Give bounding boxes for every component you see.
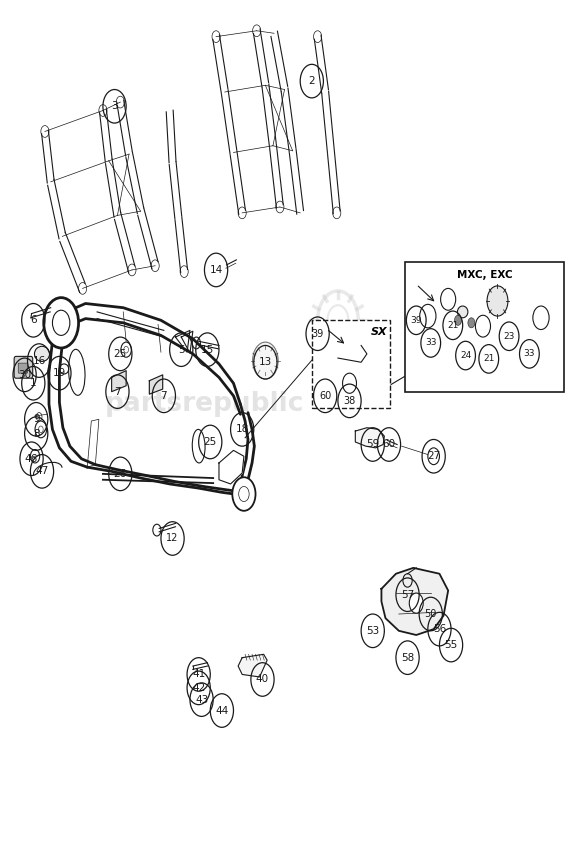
Text: 21: 21 [447,321,458,330]
Text: 38: 38 [343,396,356,406]
Polygon shape [219,450,244,484]
Text: 27: 27 [427,451,440,461]
Text: 25: 25 [114,349,127,359]
FancyBboxPatch shape [14,356,33,378]
Polygon shape [355,428,384,448]
Circle shape [455,315,462,325]
Text: 9: 9 [33,414,40,424]
Text: 41: 41 [192,669,205,679]
Polygon shape [111,370,126,392]
FancyBboxPatch shape [312,320,390,408]
Text: MXC, EXC: MXC, EXC [456,270,512,280]
Polygon shape [381,568,448,635]
Circle shape [44,297,79,348]
Text: 2: 2 [308,76,315,86]
Text: 39: 39 [311,328,324,338]
Text: 7: 7 [160,391,167,401]
Circle shape [487,286,508,316]
Circle shape [409,593,423,613]
Text: 50: 50 [424,609,437,619]
Text: 26: 26 [114,469,127,479]
Text: 60: 60 [382,440,395,450]
Text: 24: 24 [460,351,471,360]
Text: 39: 39 [410,316,422,325]
Text: 12: 12 [166,534,179,543]
Text: 30: 30 [18,370,31,380]
Text: 55: 55 [444,640,458,650]
Text: 56: 56 [433,624,446,634]
Text: 60: 60 [319,391,331,401]
FancyBboxPatch shape [405,262,564,392]
Text: 33: 33 [425,338,437,348]
Text: 59: 59 [366,440,380,450]
Text: 43: 43 [195,695,208,705]
Text: 57: 57 [401,589,414,600]
Text: 46: 46 [25,454,38,464]
Text: partsrepublic: partsrepublic [105,392,304,418]
Text: 6: 6 [30,315,37,325]
Polygon shape [238,654,267,677]
Circle shape [252,342,278,379]
Text: 3: 3 [111,101,118,111]
Text: 5: 5 [178,344,185,354]
Text: 15: 15 [201,344,214,354]
Text: 18: 18 [236,424,249,434]
Ellipse shape [34,346,50,361]
Text: 1: 1 [30,378,37,388]
Text: 40: 40 [256,674,269,685]
Text: 25: 25 [203,437,217,447]
Text: 53: 53 [366,626,380,636]
Text: 16: 16 [33,355,45,365]
Text: 47: 47 [36,466,48,477]
Text: 19: 19 [53,368,66,378]
Text: 21: 21 [483,354,494,364]
Text: 7: 7 [114,386,121,397]
Text: 13: 13 [259,357,272,367]
Text: 44: 44 [215,706,229,716]
Text: 58: 58 [401,653,414,663]
Circle shape [468,317,475,328]
Text: SX: SX [371,327,387,337]
Text: 8: 8 [33,429,40,439]
Text: 33: 33 [524,349,535,359]
Text: 42: 42 [192,683,205,693]
Text: 14: 14 [209,265,223,275]
Text: 23: 23 [503,332,515,341]
Polygon shape [149,375,163,394]
FancyBboxPatch shape [18,363,27,373]
Polygon shape [87,419,99,467]
Circle shape [232,477,255,511]
Ellipse shape [458,306,468,317]
